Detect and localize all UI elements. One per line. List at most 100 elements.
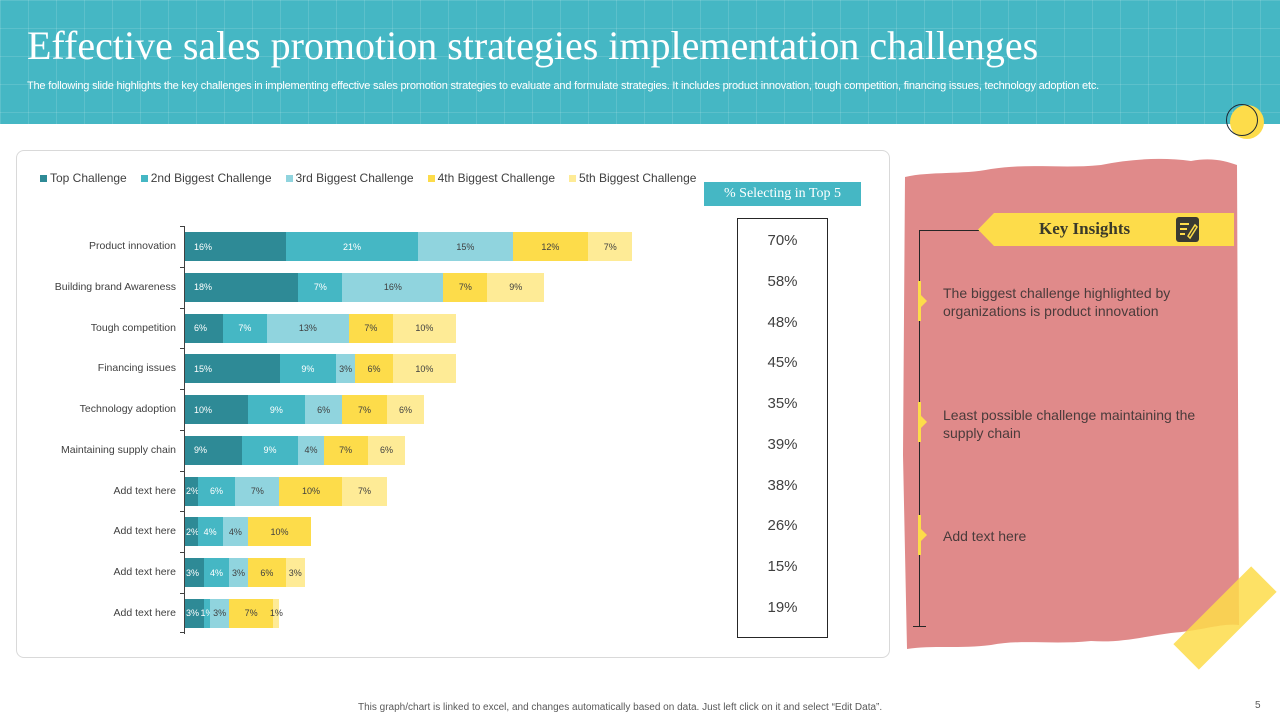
bar-segment[interactable]: 7% xyxy=(229,598,274,628)
bar-segment[interactable]: 1% xyxy=(201,598,214,628)
bar-segment[interactable]: 16% xyxy=(185,232,286,261)
bar-segment[interactable]: 7% xyxy=(348,313,393,343)
legend-label: 5th Biggest Challenge xyxy=(579,171,697,185)
bar-segment[interactable]: 7% xyxy=(235,476,280,506)
stacked-bar[interactable]: 3% 1% 3% 7% 1% xyxy=(185,598,283,628)
bar-segment[interactable]: 4% xyxy=(203,558,230,587)
bar-segment[interactable]: 9% xyxy=(487,272,545,302)
bar-segment[interactable]: 3% xyxy=(229,558,248,587)
timeline-end-cap xyxy=(913,626,926,627)
bar-segment[interactable]: 21% xyxy=(285,232,419,261)
stacked-bar[interactable]: 10% 9% 6% 7% 6% xyxy=(185,395,425,424)
decorative-circle-icon xyxy=(1226,104,1264,140)
pct-value: 70% xyxy=(767,232,798,249)
legend-item: 4th Biggest Challenge xyxy=(427,171,555,185)
legend-swatch-icon xyxy=(140,174,148,182)
pct-table xyxy=(737,218,828,638)
pct-value: 58% xyxy=(767,272,798,290)
insight-item: The biggest challenge highlighted by org… xyxy=(943,285,1171,319)
bar-segment[interactable]: 6% xyxy=(355,354,393,384)
legend-item: 3rd Biggest Challenge xyxy=(285,171,414,185)
category-label: Maintaining supply chain xyxy=(61,443,176,456)
bar-segment[interactable]: 7% xyxy=(298,272,343,302)
bar-segment[interactable]: 10% xyxy=(392,313,456,343)
bar-segment[interactable]: 7% xyxy=(342,476,387,506)
legend-label: 4th Biggest Challenge xyxy=(437,171,555,185)
bar-segment[interactable]: 16% xyxy=(342,272,444,302)
bar-segment[interactable]: 15% xyxy=(418,232,513,261)
stacked-bar[interactable]: 6% 7% 13% 7% 10% xyxy=(185,313,456,343)
bar-segment[interactable]: 7% xyxy=(588,232,633,261)
stacked-bar[interactable]: 2% 4% 4% 10% xyxy=(185,517,311,547)
category-label: Add text here xyxy=(113,566,176,578)
bar-segment[interactable]: 18% xyxy=(185,272,299,302)
bar-segment[interactable]: 6% xyxy=(304,395,343,424)
bar-segment[interactable]: 10% xyxy=(279,476,343,506)
bar-segment[interactable]: 7% xyxy=(342,395,387,424)
legend-label: 2nd Biggest Challenge xyxy=(150,171,272,185)
page-subtitle: The following slide highlights the key c… xyxy=(27,80,1099,92)
stacked-bar[interactable]: 16% 21% 15% 12% 7% xyxy=(185,232,633,261)
bar-segment[interactable]: 6% xyxy=(185,313,223,343)
axis-tick xyxy=(180,307,185,309)
axis-tick xyxy=(180,389,185,390)
bar-segment[interactable]: 13% xyxy=(266,313,349,343)
bar-segment[interactable]: 4% xyxy=(298,435,324,465)
stacked-bar[interactable]: 15% 9% 3% 6% 10% xyxy=(185,354,456,384)
bar-segment[interactable]: 10% xyxy=(185,395,248,424)
chart-legend: Top Challenge 2nd Biggest Challenge 3rd … xyxy=(40,171,696,185)
pct-value: 15% xyxy=(767,558,798,575)
bar-segment[interactable]: 3% xyxy=(285,558,305,587)
bar-segment[interactable]: 1% xyxy=(270,598,283,628)
stacked-bar[interactable]: 2% 6% 7% 10% 7% xyxy=(185,476,387,506)
axis-tick xyxy=(180,511,185,513)
bar-segment[interactable]: 6% xyxy=(367,435,406,465)
insights-title: Key Insights xyxy=(1039,219,1131,238)
bar-segment[interactable]: 15% xyxy=(185,354,280,384)
axis-tick xyxy=(180,429,185,431)
bar-segment[interactable]: 3% xyxy=(185,598,204,628)
bar-segment[interactable]: 9% xyxy=(241,435,299,465)
category-label: Financing issues xyxy=(97,362,176,375)
bar-segment[interactable]: 7% xyxy=(323,435,368,465)
bar-segment[interactable]: 10% xyxy=(392,354,456,384)
footer-note: This graph/chart is linked to excel, and… xyxy=(358,702,883,713)
legend-swatch-icon xyxy=(427,174,435,182)
axis-tick xyxy=(180,266,185,268)
bar-segment[interactable]: 3% xyxy=(185,558,204,587)
bar-segment[interactable]: 7% xyxy=(443,272,488,302)
bar-segment[interactable]: 9% xyxy=(248,395,305,424)
bar-segment[interactable]: 7% xyxy=(222,313,267,343)
pct-table-header: % Selecting in Top 5 xyxy=(704,182,861,206)
bar-segment[interactable]: 12% xyxy=(512,232,589,261)
bar-segment[interactable]: 10% xyxy=(247,517,311,547)
pct-value: 48% xyxy=(767,313,798,331)
insight-marker xyxy=(918,281,927,321)
pct-value: 39% xyxy=(767,435,798,453)
bar-segment[interactable]: 2% xyxy=(185,517,199,547)
axis-tick xyxy=(180,470,185,472)
category-label: Add text here xyxy=(113,484,176,497)
stacked-bar[interactable]: 18% 7% 16% 7% 9% xyxy=(185,272,545,302)
header-banner: Effective sales promotion strategies imp… xyxy=(0,0,1280,124)
stacked-bar[interactable]: 9% 9% 4% 7% 6% xyxy=(185,435,406,465)
bar-segment[interactable]: 6% xyxy=(247,558,286,587)
bar-segment[interactable]: 9% xyxy=(279,354,337,384)
bar-segment[interactable]: 3% xyxy=(210,598,230,628)
bar-segment[interactable]: 6% xyxy=(197,476,236,506)
legend-swatch-icon xyxy=(569,174,576,182)
category-label: Product innovation xyxy=(89,240,176,252)
bar-segment[interactable]: 4% xyxy=(222,517,248,547)
stacked-bar[interactable]: 3% 4% 3% 6% 3% xyxy=(185,558,305,587)
legend-item: 5th Biggest Challenge xyxy=(569,171,696,185)
page-title: Effective sales promotion strategies imp… xyxy=(27,23,1039,68)
bar-segment[interactable]: 9% xyxy=(185,435,242,465)
insight-item: Add text here xyxy=(943,528,1027,544)
bar-segment[interactable]: 2% xyxy=(185,476,199,506)
legend-label: Top Challenge xyxy=(50,171,127,185)
bar-segment[interactable]: 6% xyxy=(386,395,425,424)
bar-segment[interactable]: 4% xyxy=(197,517,223,547)
category-label: Add text here xyxy=(113,525,176,538)
timeline-connector xyxy=(919,230,979,231)
bar-segment[interactable]: 3% xyxy=(336,354,356,384)
